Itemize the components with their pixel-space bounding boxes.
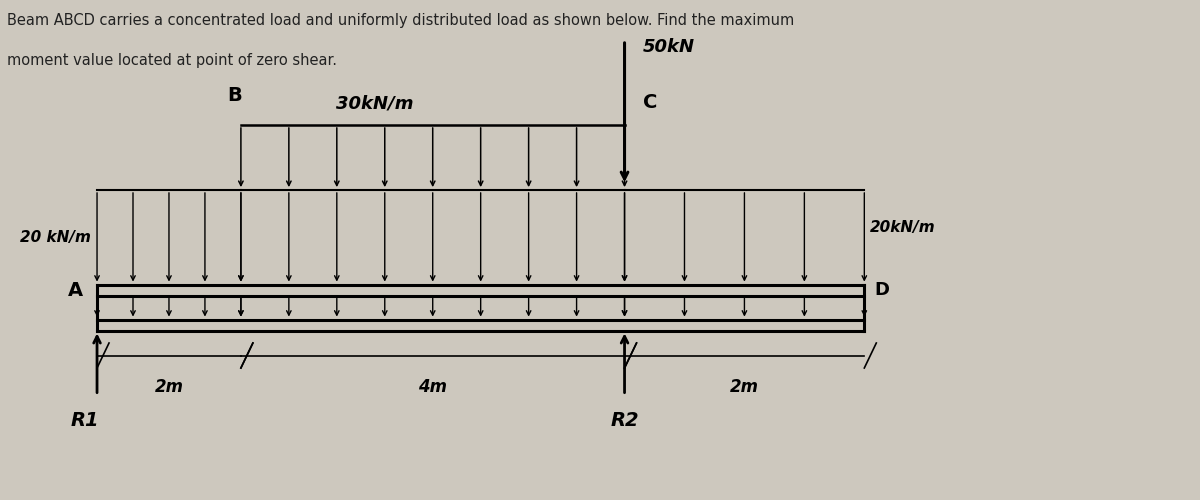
Text: A: A bbox=[67, 280, 83, 299]
Text: moment value located at point of zero shear.: moment value located at point of zero sh… bbox=[7, 52, 337, 68]
Text: C: C bbox=[642, 94, 656, 112]
Text: 2m: 2m bbox=[155, 378, 184, 396]
Text: D: D bbox=[874, 281, 889, 299]
Text: 20 kN/m: 20 kN/m bbox=[20, 230, 91, 244]
Text: 30kN/m: 30kN/m bbox=[336, 94, 414, 112]
Text: 50kN: 50kN bbox=[642, 38, 695, 56]
Text: R2: R2 bbox=[611, 410, 638, 430]
Text: B: B bbox=[228, 86, 242, 105]
Text: Beam ABCD carries a concentrated load and uniformly distributed load as shown be: Beam ABCD carries a concentrated load an… bbox=[7, 12, 794, 28]
Text: 20kN/m: 20kN/m bbox=[870, 220, 936, 235]
Text: R1: R1 bbox=[71, 410, 100, 430]
Text: 4m: 4m bbox=[419, 378, 448, 396]
Text: 2m: 2m bbox=[730, 378, 758, 396]
